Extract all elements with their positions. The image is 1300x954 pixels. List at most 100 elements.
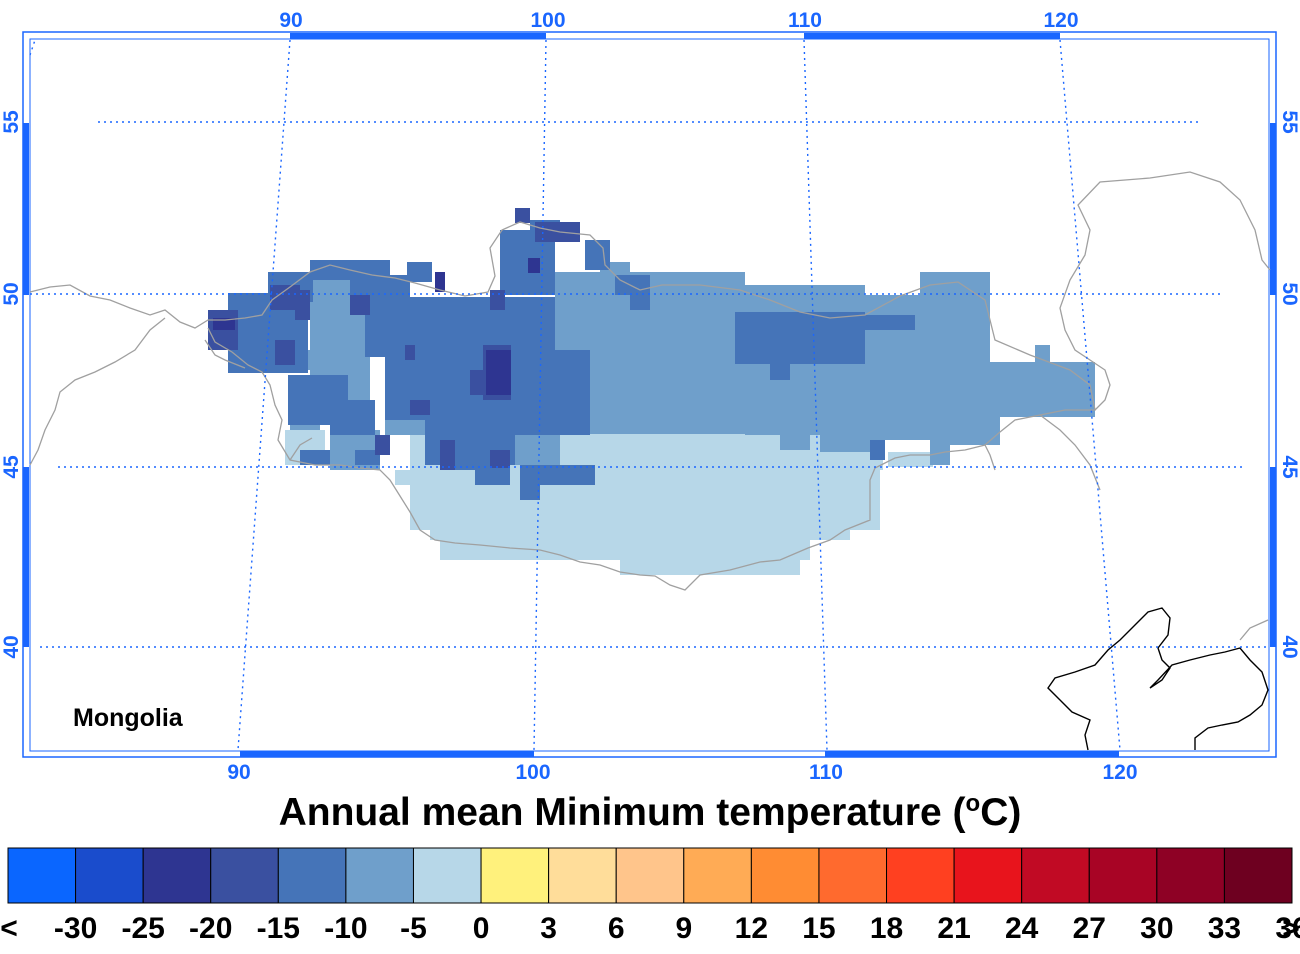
temperature-cell (515, 208, 530, 223)
colorbar-swatch (210, 847, 279, 904)
temperature-cell (295, 290, 310, 320)
colorbar-swatch (953, 847, 1023, 904)
colorbar-swatch (7, 847, 77, 904)
colorbar-label: -5 (400, 912, 427, 945)
lat-labels-right: 55 50 45 40 (1278, 110, 1300, 658)
colorbar-swatch (277, 847, 347, 904)
lon-label-bottom-90: 90 (227, 761, 250, 784)
temperature-cell (330, 400, 375, 435)
colorbar-swatch (683, 847, 752, 904)
colorbar-label: 6 (607, 912, 625, 945)
temperature-cell (540, 465, 580, 485)
country-borders (29, 171, 1271, 641)
temperature-cell (528, 258, 540, 273)
colorbar-label: -30 (53, 912, 98, 945)
colorbar-label: > (1282, 912, 1300, 945)
colorbar-label: -25 (121, 912, 165, 945)
temperature-cell (1035, 345, 1050, 365)
colorbar-label: 21 (937, 912, 971, 945)
temperature-cell (735, 312, 865, 364)
colorbar-swatch (75, 847, 144, 904)
lon-label-bottom-120: 120 (1102, 761, 1137, 784)
temperature-cell (355, 450, 380, 465)
colorbar-swatch (1021, 847, 1090, 904)
temperature-cell (486, 350, 511, 395)
lat-labels-left: 55 50 45 40 (0, 110, 23, 659)
lat-label-left-55: 55 (0, 110, 23, 134)
colorbar-label: 36 (1275, 912, 1300, 945)
temperature-cell (410, 400, 430, 415)
lon-label-top-100: 100 (530, 9, 565, 32)
lat-label-right-55: 55 (1278, 110, 1300, 134)
lon-labels-top: 90 100 110 120 (279, 9, 1078, 32)
graticule (29, 39, 1266, 751)
colorbar-label: 24 (1004, 912, 1039, 945)
colorbar-swatch (480, 847, 550, 904)
temperature-cell (475, 465, 510, 485)
lon-label-top-120: 120 (1043, 9, 1078, 32)
colorbar-label: 27 (1072, 912, 1106, 945)
temperature-cell (405, 345, 415, 360)
temperature-cell (770, 360, 790, 380)
lon-label-top-110: 110 (788, 9, 822, 32)
colorbar-labels: <-30-25-20-15-10-50369121518212427303336… (0, 912, 1300, 952)
colorbar-label: 30 (1140, 912, 1174, 945)
lon-labels-bottom: 90 100 110 120 (227, 761, 1137, 784)
colorbar-label: 33 (1207, 912, 1242, 945)
colorbar-label: -20 (189, 912, 233, 945)
lat-label-right-50: 50 (1278, 282, 1300, 305)
temperature-cell (213, 318, 235, 330)
colorbar-swatch (345, 847, 414, 904)
colorbar-swatch (1223, 847, 1293, 904)
temperature-cell (470, 370, 485, 395)
title-text-after: C) (980, 791, 1022, 834)
temperature-cell (375, 435, 390, 455)
temperature-cell (350, 295, 370, 315)
temperature-cells (208, 208, 1095, 575)
region-label: Mongolia (73, 704, 184, 732)
lon-label-top-90: 90 (279, 9, 302, 32)
colorbar-label: 12 (734, 912, 769, 945)
temperature-cell (630, 292, 650, 310)
title-text-before: Annual mean Minimum temperature ( (278, 791, 966, 834)
temperature-cell (430, 520, 850, 540)
colorbar-swatch (886, 847, 955, 904)
colorbar-label: 3 (540, 912, 557, 945)
temperature-cell (435, 272, 445, 292)
colorbar-swatch (818, 847, 888, 904)
temperature-cell (780, 430, 810, 450)
lat-label-right-45: 45 (1278, 455, 1300, 479)
colorbar-swatch (412, 847, 482, 904)
coastline (1047, 607, 1269, 751)
lat-label-left-50: 50 (0, 282, 23, 305)
colorbar-swatch (548, 847, 617, 904)
colorbar-label: -15 (256, 912, 300, 945)
temperature-cell (920, 272, 990, 302)
temperature-cell (440, 440, 455, 470)
colorbar-label: 18 (869, 912, 904, 945)
temperature-cell (620, 555, 800, 575)
lat-label-right-40: 40 (1278, 635, 1300, 658)
map-inner-frame (29, 38, 1270, 752)
colorbar-swatch (1088, 847, 1158, 904)
title-degree-sup: o (965, 790, 981, 817)
temperature-cell (395, 470, 425, 485)
frame-tick-bars (23, 33, 1276, 757)
lon-label-bottom-100: 100 (515, 761, 550, 784)
colorbar-swatch (615, 847, 685, 904)
temperature-cell (365, 297, 555, 357)
colorbar-label: -10 (324, 912, 368, 945)
temperature-cell (580, 465, 595, 485)
colorbar-label: 9 (675, 912, 693, 945)
temperature-cell (407, 262, 432, 282)
temperature-cell (490, 290, 505, 310)
temperature-cell (820, 432, 875, 452)
lon-label-bottom-110: 110 (809, 761, 843, 784)
colorbar-label: 0 (472, 912, 490, 945)
temperature-cell (490, 450, 510, 468)
temperature-cell (980, 362, 1095, 417)
temperature-cell (510, 430, 560, 465)
colorbar-swatch (750, 847, 820, 904)
colorbar-label: < (0, 912, 18, 945)
map-title: Annual mean Minimum temperature (oC) (0, 790, 1300, 835)
